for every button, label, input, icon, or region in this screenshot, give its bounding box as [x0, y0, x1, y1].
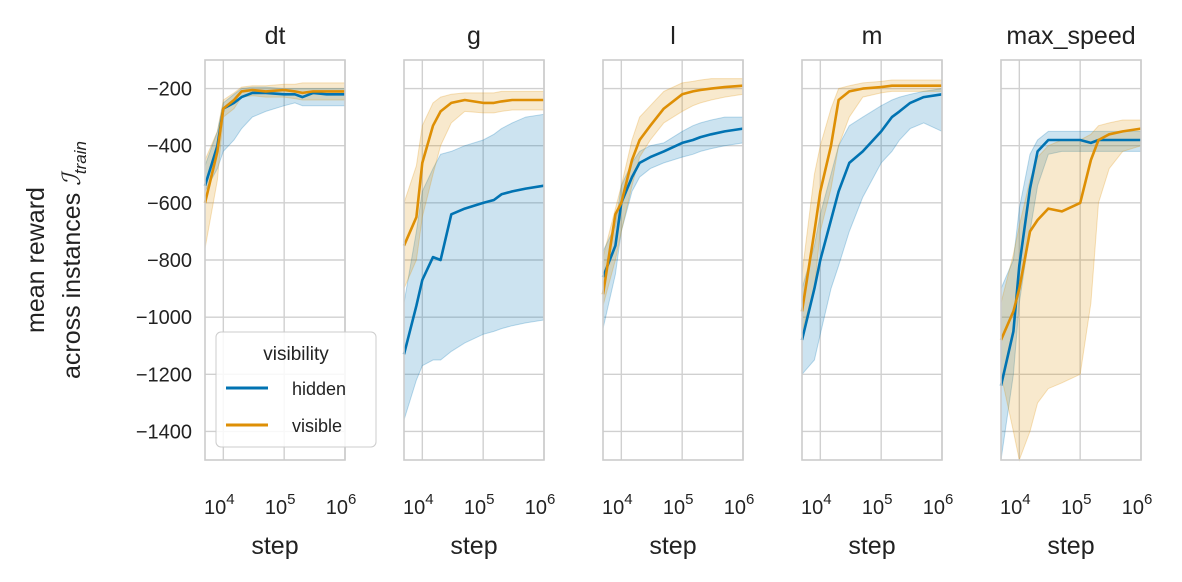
panel-frame [602, 59, 744, 461]
series-line-visible [601, 84, 744, 295]
series-line-hidden [800, 93, 943, 341]
x-tick-label: 105 [663, 491, 694, 519]
x-axis-label: step [1047, 532, 1094, 560]
x-axis-label: step [848, 532, 895, 560]
x-axis-label: step [450, 532, 497, 560]
x-tick-label: 104 [204, 491, 235, 519]
x-tick-label: 105 [862, 491, 893, 519]
panel-frame [204, 59, 346, 461]
panel-title: m [862, 22, 883, 50]
x-tick-label: 106 [1122, 491, 1153, 519]
y-tick-label: −1200 [136, 364, 192, 386]
y-axis-label-line1: mean reward [22, 187, 50, 333]
legend: visibility hidden visible [215, 331, 377, 448]
panel-frame [801, 59, 943, 461]
panel-frame [1000, 59, 1142, 461]
series-line-visible [999, 127, 1142, 341]
series-line-visible [203, 88, 345, 204]
x-tick-label: 104 [602, 491, 633, 519]
series-band-hidden [602, 116, 744, 329]
x-axis-label: step [251, 532, 298, 560]
panel-title: l [670, 22, 676, 50]
y-tick-label: −1400 [136, 421, 192, 443]
series-line-visible [800, 84, 942, 312]
legend-title: visibility [263, 344, 329, 365]
y-tick-label: −400 [147, 136, 192, 158]
x-tick-label: 106 [923, 491, 954, 519]
y-axis-label-text: across instances [58, 193, 86, 379]
panel-l: l 104 105 106 step [601, 22, 755, 560]
legend-label-visible: visible [292, 416, 342, 436]
y-tick-label: −800 [147, 250, 192, 272]
series-line-hidden [999, 138, 1141, 386]
panel-title: max_speed [1006, 22, 1135, 50]
x-tick-label: 106 [326, 491, 357, 519]
legend-box [215, 331, 377, 448]
series-line-hidden [402, 184, 545, 355]
x-tick-label: 104 [801, 491, 832, 519]
panel-g: g 104 105 106 step [402, 22, 556, 560]
y-tick-label: −1000 [136, 307, 192, 329]
x-tick-label: 105 [265, 491, 296, 519]
panel-m: m 104 105 106 step [800, 22, 954, 560]
x-tick-label: 105 [1061, 491, 1092, 519]
panel-title: dt [265, 22, 286, 50]
series-band-visible [1000, 119, 1142, 462]
x-tick-label: 105 [464, 491, 495, 519]
x-axis-label: step [649, 532, 696, 560]
x-tick-label: 106 [724, 491, 755, 519]
panel-title: g [467, 22, 481, 50]
x-tick-label: 104 [403, 491, 434, 519]
y-tick-label: −600 [147, 193, 192, 215]
panel-max_speed: max_speed 104 105 106 step [999, 22, 1153, 560]
y-axis-label-subscript: train [71, 141, 90, 174]
y-axis-label-line2: across instances ℐtrain [57, 141, 90, 379]
legend-label-hidden: hidden [292, 379, 346, 399]
panels: dt −1400 −1200 −1000 −800 −600 −400 −200 104 105 1… [136, 22, 1152, 560]
y-tick-label: −200 [147, 79, 192, 101]
x-tick-label: 104 [1000, 491, 1031, 519]
panel-frame [403, 59, 545, 461]
panel-dt: dt −1400 −1200 −1000 −800 −600 −400 −200 104 105 1… [136, 22, 356, 560]
x-tick-label: 106 [525, 491, 556, 519]
series-line-visible [402, 98, 544, 247]
series-band-hidden [801, 88, 943, 376]
